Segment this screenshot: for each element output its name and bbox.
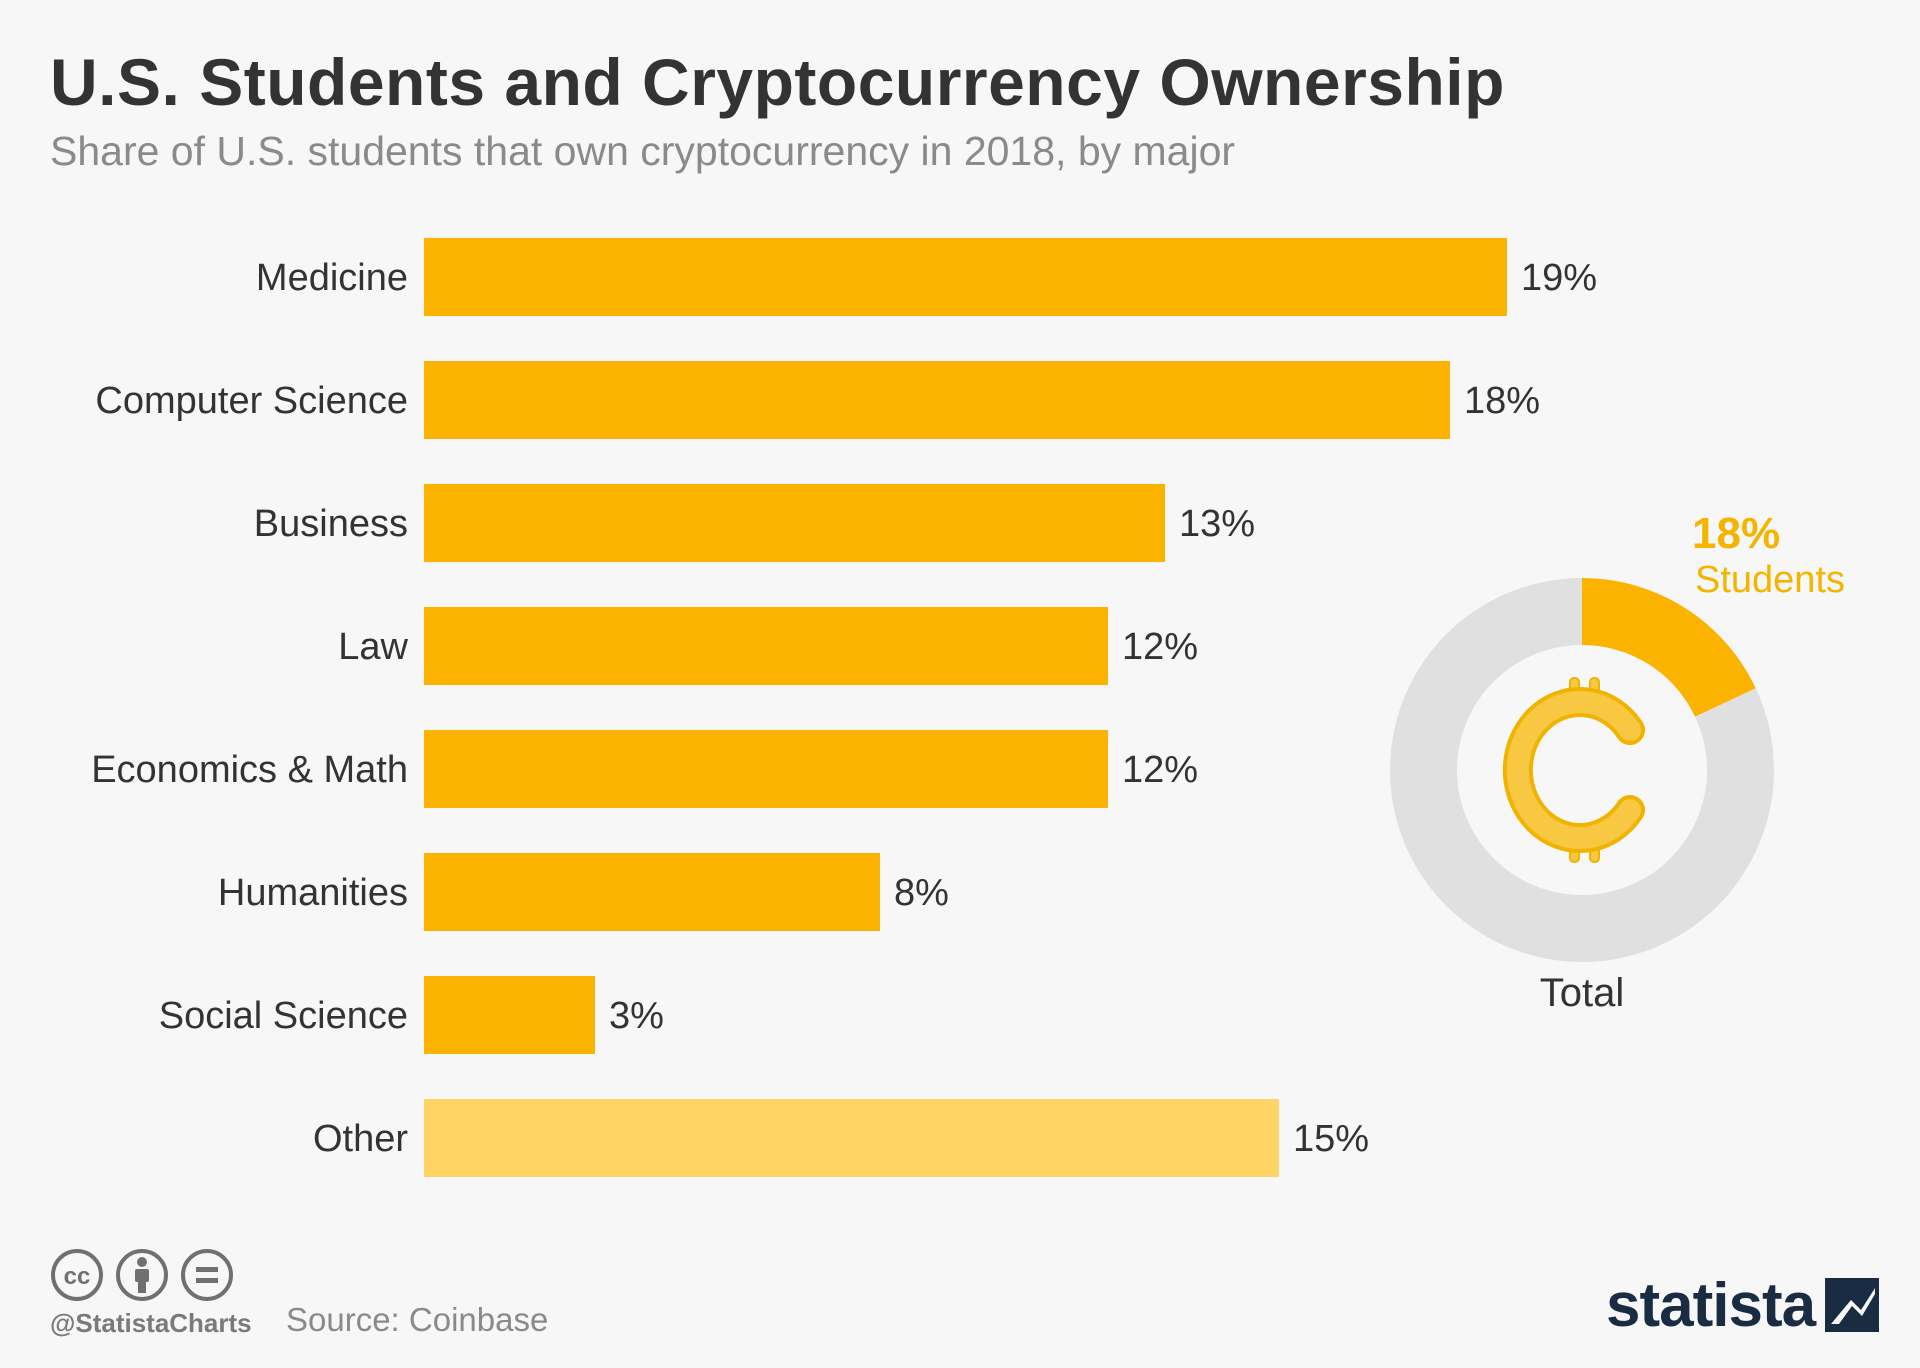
- donut-value-label: 18%: [1692, 509, 1780, 558]
- bar-row: Other 15%: [313, 1099, 1369, 1177]
- category-label: Law: [338, 626, 408, 668]
- category-label: Medicine: [256, 257, 408, 299]
- category-label: Economics & Math: [91, 749, 408, 791]
- category-label: Computer Science: [95, 380, 408, 422]
- statista-logo-icon: [1825, 1278, 1880, 1332]
- bar-row: Economics & Math 12%: [91, 730, 1198, 808]
- donut-caption: Total: [1540, 971, 1625, 1015]
- donut-slice-label: Students: [1695, 559, 1845, 601]
- category-label: Other: [313, 1118, 408, 1160]
- value-label: 15%: [1293, 1118, 1369, 1160]
- bar-row: Law 12%: [338, 607, 1198, 685]
- bar[interactable]: [424, 607, 1108, 685]
- attribution-icon: [116, 1249, 168, 1301]
- no-derivatives-icon: [181, 1249, 233, 1301]
- source-note[interactable]: Source: Coinbase: [286, 1301, 549, 1338]
- value-label: 13%: [1179, 503, 1255, 545]
- license-icons: cc: [50, 1248, 240, 1309]
- bar[interactable]: [424, 484, 1165, 562]
- value-label: 12%: [1122, 749, 1198, 791]
- value-label: 8%: [894, 872, 949, 914]
- bar[interactable]: [424, 853, 880, 931]
- bar[interactable]: [424, 1099, 1279, 1177]
- donut-slice-rest[interactable]: [1390, 578, 1775, 963]
- bar[interactable]: [424, 730, 1108, 808]
- value-label: 18%: [1464, 380, 1540, 422]
- value-label: 12%: [1122, 626, 1198, 668]
- bar-row: Computer Science 18%: [95, 361, 1540, 439]
- category-label: Business: [254, 503, 408, 545]
- bar-row: Humanities 8%: [218, 853, 949, 931]
- statista-logo[interactable]: statista: [1606, 1270, 1880, 1340]
- brand-name: statista: [1606, 1270, 1816, 1340]
- bar[interactable]: [424, 361, 1450, 439]
- bar[interactable]: [424, 238, 1507, 316]
- cc-icon: cc: [51, 1249, 103, 1301]
- value-label: 19%: [1521, 257, 1597, 299]
- category-label: Humanities: [218, 872, 408, 914]
- svg-text:cc: cc: [64, 1263, 91, 1290]
- value-label: 3%: [609, 995, 664, 1037]
- donut-chart: 18%Students Total: [1390, 509, 1845, 1015]
- category-label: Social Science: [159, 995, 408, 1037]
- bar-chart: Medicine 19% Computer Science 18% Business 13…: [91, 238, 1597, 1177]
- bar-row: Social Science 3%: [159, 976, 664, 1054]
- bar-row: Medicine 19%: [256, 238, 1597, 316]
- donut-slice-students[interactable]: [1582, 578, 1756, 717]
- chart-subtitle: Share of U.S. students that own cryptocu…: [50, 128, 1236, 174]
- chart-title: U.S. Students and Cryptocurrency Ownersh…: [50, 45, 1505, 119]
- bitcoin-icon: [1502, 677, 1645, 863]
- bar[interactable]: [424, 976, 595, 1054]
- bar-row: Business 13%: [254, 484, 1255, 562]
- social-handle: @StatistaCharts: [50, 1308, 252, 1338]
